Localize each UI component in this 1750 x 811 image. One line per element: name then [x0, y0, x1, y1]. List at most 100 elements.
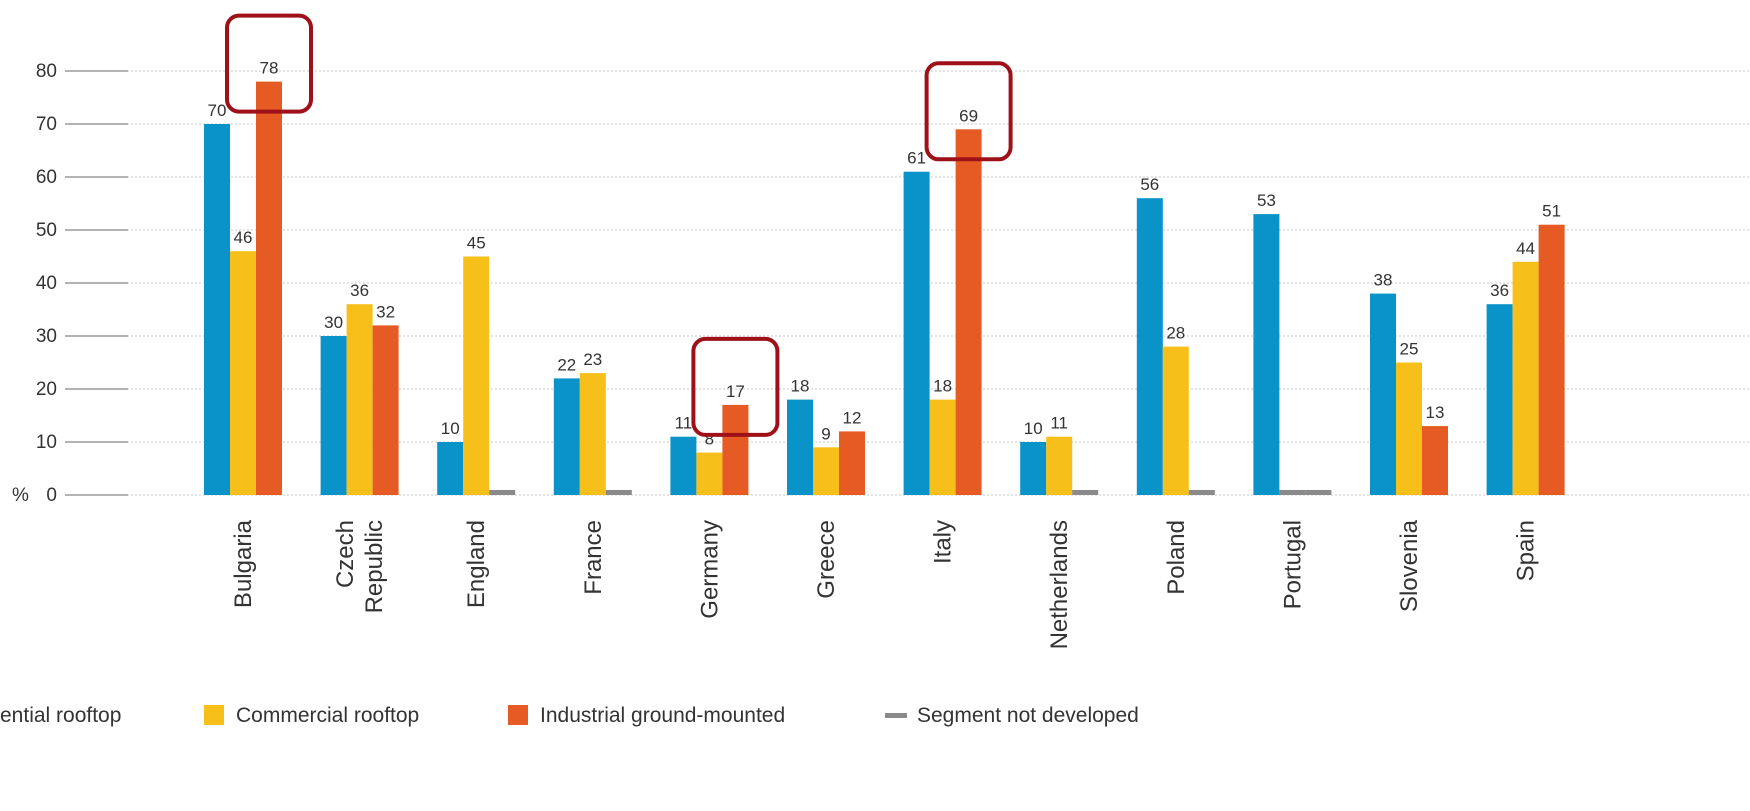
legend-label: ential rooftop	[0, 704, 121, 727]
highlight-box	[924, 61, 1013, 162]
bar-slovenia-commercial-rooftop	[1396, 362, 1422, 495]
category-label: Bulgaria	[230, 519, 257, 608]
category-label: Netherlands	[1046, 520, 1073, 649]
data-label: 70	[208, 101, 227, 120]
bar-germany-ential-rooftop	[670, 436, 697, 495]
category-label: Poland	[1163, 520, 1190, 595]
bar-czech-republic-ential-rooftop	[320, 336, 347, 495]
category-label: Slovenia	[1396, 519, 1423, 612]
bar-poland-commercial-rooftop	[1162, 346, 1189, 495]
bar-bulgaria-commercial-rooftop	[230, 251, 256, 495]
bar-france-commercial-rooftop	[579, 373, 606, 495]
y-tick-label: 80	[36, 61, 57, 82]
not-developed-marker	[1072, 490, 1099, 495]
data-label: 56	[1140, 175, 1159, 194]
not-developed-marker	[1188, 490, 1215, 495]
data-label: 10	[441, 419, 460, 438]
data-label: 22	[557, 355, 576, 374]
highlight-box	[225, 13, 313, 114]
bar-spain-ential-rooftop	[1486, 304, 1513, 495]
data-label: 28	[1166, 324, 1185, 343]
not-developed-marker	[1305, 490, 1332, 495]
data-label: 36	[1490, 281, 1509, 300]
data-label: 25	[1400, 340, 1419, 359]
category-label: Greece	[813, 520, 840, 599]
category-label: Spain	[1513, 520, 1540, 581]
data-label: 45	[467, 234, 486, 253]
data-label: 8	[705, 430, 714, 449]
data-label: 36	[350, 281, 369, 300]
data-label: 11	[1050, 414, 1068, 433]
bar-italy-commercial-rooftop	[929, 399, 956, 495]
y-tick-label: 0	[46, 485, 57, 506]
legend-label: Commercial rooftop	[236, 704, 419, 727]
bar-netherlands-ential-rooftop	[1020, 442, 1047, 495]
data-label: 11	[675, 414, 693, 433]
data-label: 61	[907, 149, 926, 168]
data-label: 18	[933, 377, 952, 396]
category-label: Germany	[696, 520, 723, 619]
data-label: 69	[959, 106, 978, 125]
legend-swatch-segment-not-developed	[885, 713, 907, 718]
data-label: 23	[583, 350, 602, 369]
bar-germany-commercial-rooftop	[696, 452, 723, 495]
bar-netherlands-commercial-rooftop	[1046, 436, 1073, 495]
data-label: 51	[1542, 202, 1561, 221]
bar-italy-industrial-ground-mounted	[955, 129, 982, 496]
data-label: 78	[260, 59, 279, 78]
bar-greece-ential-rooftop	[787, 399, 813, 495]
category-label: France	[580, 520, 607, 595]
bar-england-ential-rooftop	[437, 442, 464, 495]
data-label: 38	[1374, 271, 1393, 290]
data-label: 30	[324, 313, 343, 332]
y-tick-label: 70	[36, 114, 57, 135]
bar-slovenia-ential-rooftop	[1370, 293, 1396, 495]
data-label: 12	[843, 408, 862, 427]
legend-swatch-commercial-rooftop	[204, 705, 224, 725]
bar-slovenia-industrial-ground-mounted	[1422, 426, 1448, 495]
bar-italy-ential-rooftop	[903, 171, 930, 495]
bar-bulgaria-ential-rooftop	[204, 124, 230, 495]
data-label: 44	[1516, 239, 1535, 258]
not-developed-marker	[1279, 490, 1306, 495]
bar-poland-ential-rooftop	[1136, 198, 1163, 495]
category-label: Portugal	[1279, 520, 1306, 609]
bar-england-commercial-rooftop	[463, 256, 490, 495]
category-label: Italy	[930, 520, 957, 564]
data-label: 10	[1024, 419, 1043, 438]
bar-czech-republic-industrial-ground-mounted	[372, 325, 399, 495]
y-tick-label: 30	[36, 326, 57, 347]
bar-greece-industrial-ground-mounted	[839, 431, 865, 495]
y-tick-label: 10	[36, 432, 57, 453]
legend-label: Segment not developed	[917, 704, 1139, 727]
y-tick-label: 40	[36, 273, 57, 294]
y-unit-label: %	[12, 485, 29, 506]
data-label: 53	[1257, 191, 1276, 210]
bar-greece-commercial-rooftop	[813, 447, 839, 495]
bar-czech-republic-commercial-rooftop	[346, 304, 373, 495]
data-label: 17	[726, 382, 745, 401]
data-label: 32	[376, 302, 395, 321]
legend-label: Industrial ground-mounted	[540, 704, 785, 727]
bar-spain-industrial-ground-mounted	[1538, 224, 1565, 495]
data-label: 13	[1426, 403, 1445, 422]
data-label: 46	[234, 228, 253, 247]
category-label: England	[463, 520, 490, 608]
y-tick-label: 50	[36, 220, 57, 241]
bar-portugal-ential-rooftop	[1253, 214, 1280, 495]
not-developed-marker	[605, 490, 632, 495]
data-label: 9	[821, 424, 830, 443]
bar-bulgaria-industrial-ground-mounted	[256, 81, 282, 495]
category-label: Republic	[361, 520, 388, 613]
not-developed-marker	[489, 490, 516, 495]
legend-swatch-industrial-ground-mounted	[508, 705, 528, 725]
y-tick-label: 20	[36, 379, 57, 400]
bar-germany-industrial-ground-mounted	[722, 404, 749, 495]
y-tick-label: 60	[36, 167, 57, 188]
category-label: Czech	[332, 520, 359, 588]
data-label: 18	[791, 377, 810, 396]
highlight-box	[691, 336, 780, 437]
bar-france-ential-rooftop	[553, 378, 580, 495]
